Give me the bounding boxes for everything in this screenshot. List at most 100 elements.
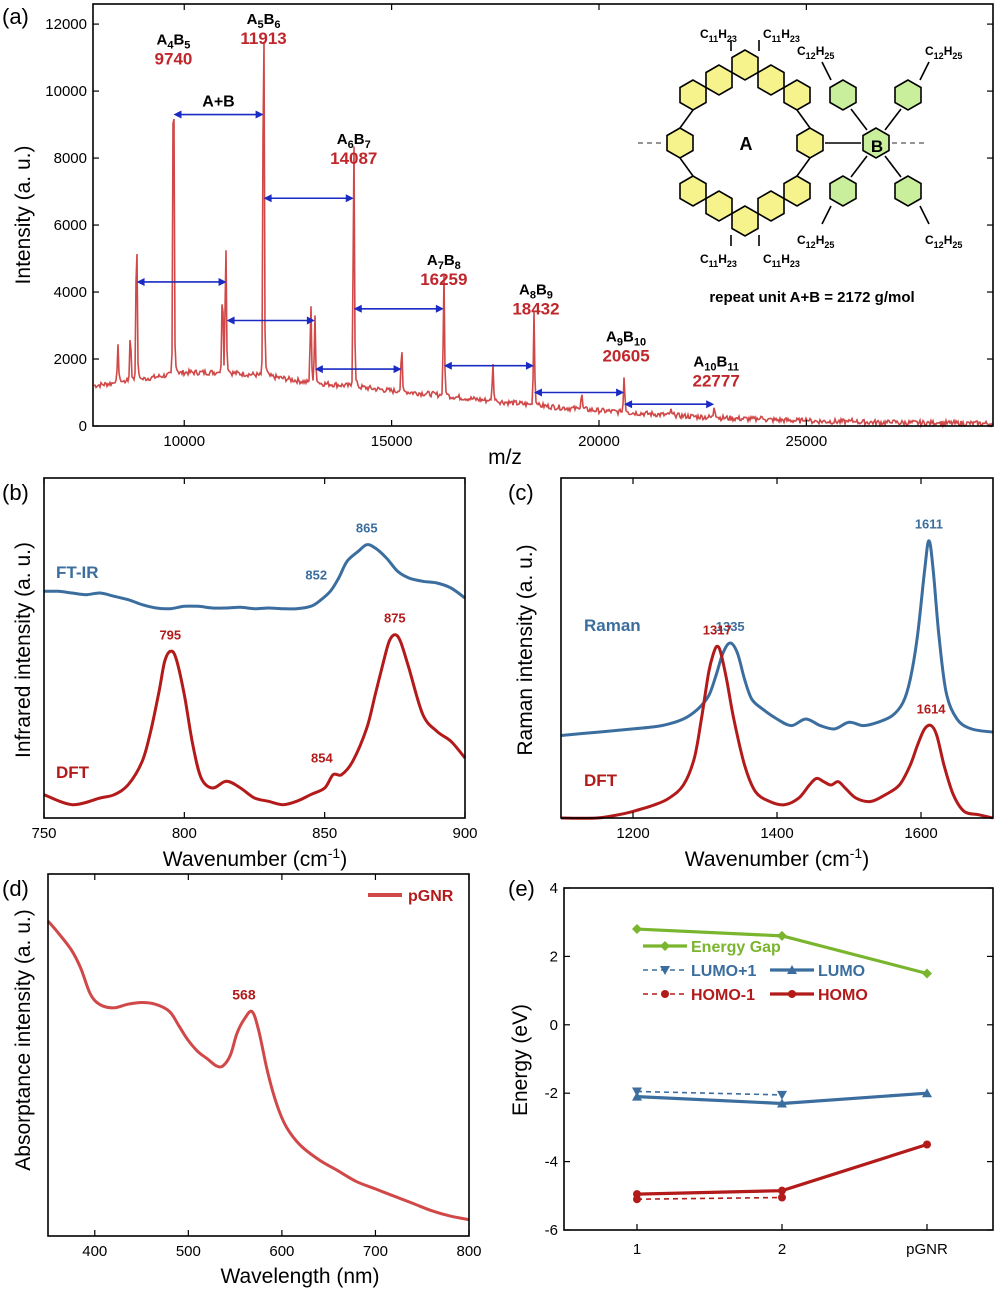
absorptance-ylabel: Absorptance intensity (a. u.): [12, 909, 35, 1170]
formula-part: B: [716, 354, 727, 371]
infrared-plot: FT-IR DFT 865 852 795 875 854 750 800 850 900: [31, 478, 478, 842]
x-tick-label: 800: [456, 1243, 481, 1260]
panel-label-b: (b): [2, 480, 29, 505]
x-tick-label: 2: [778, 1241, 786, 1258]
infrared-ylabel: Infrared intensity (a. u.): [12, 542, 35, 758]
y-tick-label: 4: [550, 880, 558, 897]
bond: [679, 109, 694, 129]
data-point: [923, 1140, 931, 1149]
data-point: [632, 924, 642, 935]
y-tick-label: 4000: [54, 284, 87, 301]
energy-plot: -6 -4 -2 0 2 4 1 2 pGNR Energy Gap LUMO+1 LUMO HOMO-…: [545, 880, 993, 1258]
benzene-ring: [757, 64, 785, 96]
bond: [884, 155, 902, 178]
arrow-label: A+B: [202, 94, 234, 111]
legend-label: HOMO: [818, 987, 868, 1004]
series-label: DFT: [56, 763, 90, 782]
x-tick-label: 15000: [371, 433, 413, 450]
formula-part: B: [354, 131, 365, 148]
formula-part: 8: [455, 260, 461, 272]
formula-part: B: [444, 252, 455, 269]
y-tick-label: 10000: [45, 83, 87, 100]
substituents: C11H23 C11H23 C11H23 C11H23 C12H25 C12H2…: [700, 27, 962, 269]
arrow-head-left: [136, 277, 145, 286]
bond: [679, 157, 694, 177]
formula-part: 10: [634, 336, 646, 348]
formula-part: B: [623, 328, 634, 345]
energy-ylabel: Energy (eV): [509, 1004, 532, 1116]
panel-label-a: (a): [2, 4, 29, 29]
formula-part: A: [247, 11, 258, 28]
substituent-label: C12H25: [797, 233, 834, 250]
x-tick-label: 800: [172, 825, 197, 842]
spectrum-line: [43, 633, 467, 807]
peak-mass: 9740: [155, 50, 193, 69]
substituent-label: C12H25: [797, 44, 834, 61]
molecule-label-a: A: [740, 134, 753, 154]
peak-mass: 20605: [602, 346, 649, 365]
peak-annotation: 865: [356, 521, 378, 536]
legend-label: Energy Gap: [691, 939, 781, 956]
substituent-label: C11H23: [763, 27, 800, 44]
legend-label: HOMO-1: [691, 987, 755, 1004]
peak-mass: 14087: [330, 149, 377, 168]
absorptance-plot: 400 500 600 700 800 pGNR 568: [46, 874, 482, 1260]
benzene-ring: [666, 127, 694, 159]
data-point: [633, 1190, 641, 1199]
panel-label-e: (e): [508, 876, 535, 901]
peak-annotation: 875: [384, 611, 406, 626]
bond: [821, 205, 832, 225]
arrow-head-left: [263, 194, 272, 203]
panel-label-d: (d): [2, 876, 29, 901]
formula-part: A: [606, 328, 617, 345]
spectrum-line: [43, 543, 466, 611]
bond: [850, 155, 868, 178]
formula-part: B: [536, 282, 547, 299]
x-tick-label: 900: [452, 825, 477, 842]
data-point: [777, 1090, 787, 1100]
peak-annotation: 852: [305, 567, 327, 582]
formula-part: 5: [184, 40, 190, 52]
x-tick-label: 10000: [163, 433, 205, 450]
peak-annotation: 1335: [716, 619, 745, 634]
molecule-label-b: B: [871, 137, 883, 156]
x-tick-label: 750: [31, 825, 56, 842]
molecule-structure: [638, 40, 930, 246]
panel-e-energy: -6 -4 -2 0 2 4 1 2 pGNR Energy Gap LUMO+1 LUMO HOMO-…: [509, 880, 994, 1258]
arrow-head-left: [624, 400, 633, 409]
formula-part: A: [337, 131, 348, 148]
peak-formula: A5B6: [247, 11, 281, 31]
formula-part: 5: [257, 19, 263, 31]
arrow-head-left: [173, 110, 182, 119]
substituent-label: C11H23: [700, 252, 737, 269]
arrow-head-right: [345, 194, 354, 203]
formula-part: 6: [274, 19, 280, 31]
x-tick-label: 400: [82, 1243, 107, 1260]
arrow-head-right: [525, 361, 534, 370]
peak-annotation: 1611: [915, 517, 943, 532]
formula-part: A: [156, 32, 167, 49]
benzene-ring: [731, 205, 759, 237]
arrow-head-right: [393, 365, 402, 374]
x-tick-label: 1400: [760, 825, 793, 842]
data-point: [777, 1098, 787, 1108]
y-tick-label: -4: [545, 1154, 558, 1171]
arrow-head-right: [435, 304, 444, 313]
absorptance-frame: [47, 873, 470, 1237]
peak-formula: A6B7: [337, 131, 371, 151]
benzene-ring: [829, 175, 857, 207]
bond: [796, 157, 811, 177]
spectrum-line: [46, 920, 470, 1222]
series-line: [636, 1090, 783, 1096]
x-tick-label: 600: [269, 1243, 294, 1260]
benzene-ring: [796, 127, 824, 159]
y-tick-label: 12000: [45, 16, 87, 33]
arrow-head-left: [353, 304, 362, 313]
y-tick-label: 2000: [54, 351, 87, 368]
bond: [919, 205, 930, 225]
benzene-ring: [731, 49, 759, 81]
legend-label: LUMO+1: [691, 963, 756, 980]
arrow-head-right: [616, 388, 625, 397]
bond: [821, 61, 832, 81]
benzene-ring: [894, 175, 922, 207]
